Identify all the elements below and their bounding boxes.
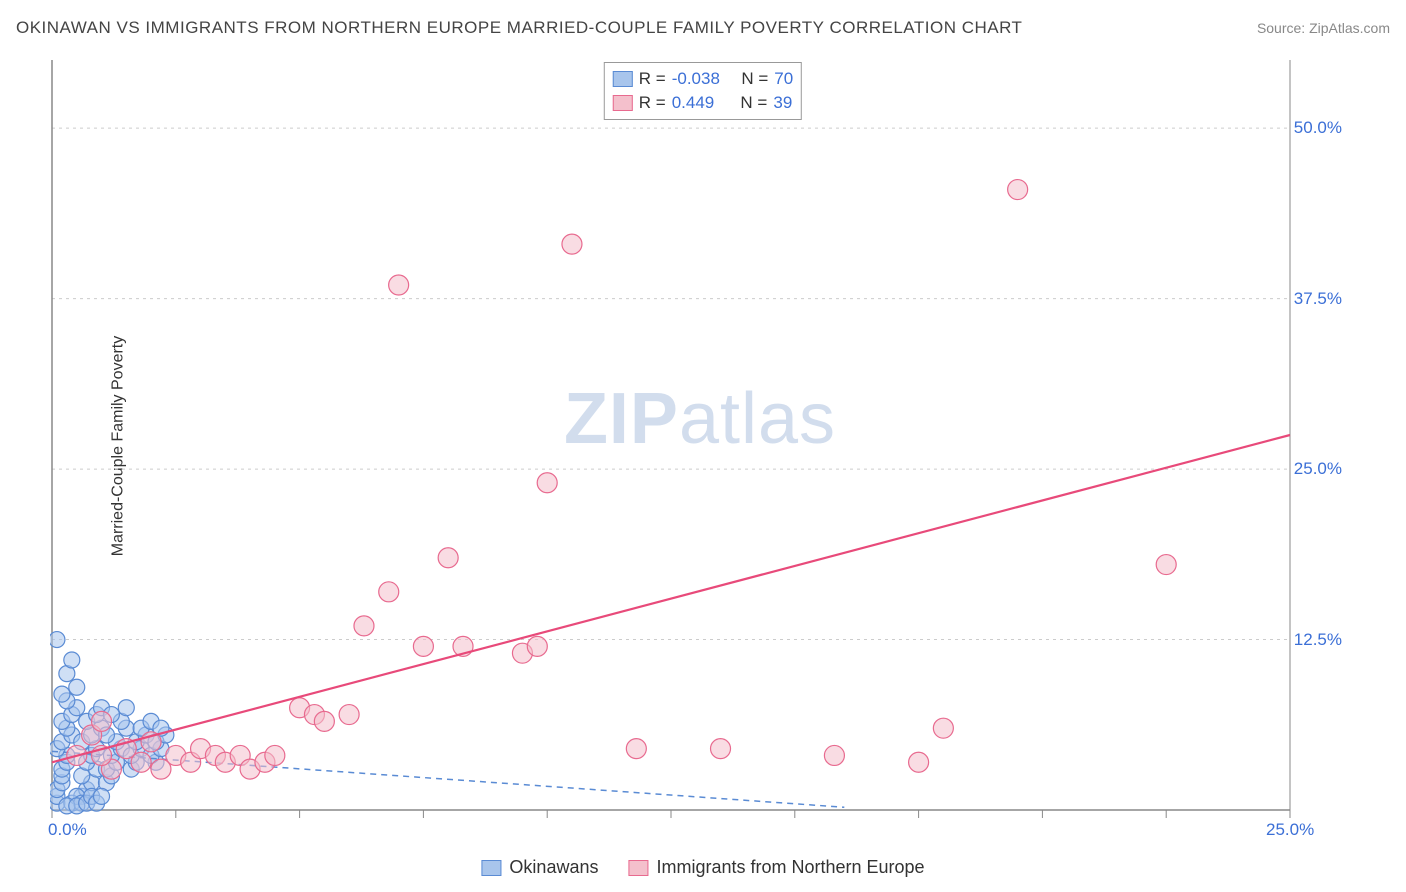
bottom-legend: Okinawans Immigrants from Northern Europ…	[481, 857, 924, 878]
n-label: N =	[741, 69, 768, 89]
swatch-pink-icon	[628, 860, 648, 876]
legend-item-okinawans: Okinawans	[481, 857, 598, 878]
swatch-pink	[613, 95, 633, 111]
y-tick-label: 25.0%	[1294, 459, 1342, 479]
n-label: N =	[740, 93, 767, 113]
source-label: Source: ZipAtlas.com	[1257, 20, 1390, 36]
swatch-blue-icon	[481, 860, 501, 876]
legend-item-immigrants: Immigrants from Northern Europe	[628, 857, 924, 878]
stats-row-okinawans: R = -0.038 N = 70	[613, 67, 793, 91]
stats-legend-box: R = -0.038 N = 70 R = 0.449 N = 39	[604, 62, 802, 120]
swatch-blue	[613, 71, 633, 87]
scatter-chart-svg	[50, 60, 1350, 840]
y-tick-label: 37.5%	[1294, 289, 1342, 309]
stats-row-immigrants: R = 0.449 N = 39	[613, 91, 793, 115]
r-value-okinawans: -0.038	[672, 69, 720, 89]
plot-area: ZIPatlas 12.5%25.0%37.5%50.0%0.0%25.0%	[50, 60, 1350, 840]
r-label: R =	[639, 93, 666, 113]
legend-label-immigrants: Immigrants from Northern Europe	[656, 857, 924, 878]
y-tick-label: 12.5%	[1294, 630, 1342, 650]
y-tick-label: 50.0%	[1294, 118, 1342, 138]
n-value-immigrants: 39	[773, 93, 792, 113]
r-value-immigrants: 0.449	[672, 93, 715, 113]
chart-title: OKINAWAN VS IMMIGRANTS FROM NORTHERN EUR…	[16, 18, 1022, 38]
n-value-okinawans: 70	[774, 69, 793, 89]
legend-label-okinawans: Okinawans	[509, 857, 598, 878]
r-label: R =	[639, 69, 666, 89]
x-tick-label: 0.0%	[48, 820, 87, 840]
x-tick-label: 25.0%	[1266, 820, 1314, 840]
